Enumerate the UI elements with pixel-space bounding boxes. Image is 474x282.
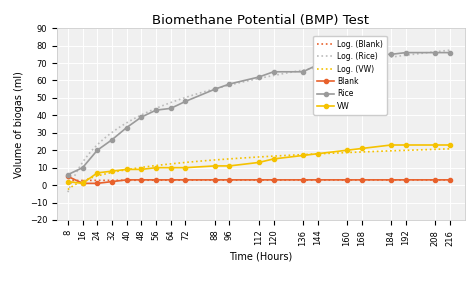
Blank bbox=[80, 182, 85, 185]
Blank bbox=[271, 178, 276, 182]
Blank bbox=[359, 178, 365, 182]
Rice bbox=[315, 63, 320, 67]
VW bbox=[65, 180, 71, 183]
VW bbox=[403, 143, 409, 147]
Log. (VW) bbox=[411, 148, 417, 152]
VW bbox=[256, 161, 262, 164]
Rice bbox=[256, 75, 262, 79]
Rice bbox=[447, 51, 453, 54]
VW bbox=[432, 143, 438, 147]
Log. (VW) bbox=[291, 153, 297, 157]
VW bbox=[388, 143, 394, 147]
Rice bbox=[271, 70, 276, 74]
Log. (VW) bbox=[65, 188, 71, 191]
Blank bbox=[388, 178, 394, 182]
VW bbox=[109, 169, 115, 173]
Blank bbox=[344, 178, 350, 182]
Log. (Rice) bbox=[387, 56, 392, 59]
Log. (Blank) bbox=[299, 178, 304, 182]
Blank bbox=[124, 178, 129, 182]
Rice bbox=[124, 126, 129, 129]
Log. (Rice) bbox=[299, 69, 304, 72]
Line: Log. (Rice): Log. (Rice) bbox=[68, 50, 450, 192]
VW bbox=[271, 157, 276, 161]
VW bbox=[153, 166, 159, 169]
Line: Blank: Blank bbox=[66, 174, 452, 186]
VW bbox=[138, 168, 144, 171]
Title: Biomethane Potential (BMP) Test: Biomethane Potential (BMP) Test bbox=[152, 14, 369, 27]
Rice bbox=[182, 100, 188, 103]
Blank bbox=[315, 178, 320, 182]
Blank bbox=[300, 178, 306, 182]
Log. (Rice) bbox=[291, 70, 297, 73]
Rice bbox=[359, 53, 365, 56]
Blank bbox=[65, 175, 71, 178]
Log. (Blank) bbox=[447, 178, 453, 182]
Blank bbox=[256, 178, 262, 182]
Log. (Rice) bbox=[66, 187, 72, 190]
Rice bbox=[80, 166, 85, 169]
VW bbox=[359, 147, 365, 150]
Rice bbox=[432, 51, 438, 54]
Log. (VW) bbox=[66, 187, 72, 190]
Blank bbox=[227, 178, 232, 182]
Legend: Log. (Blank), Log. (Rice), Log. (VW), Blank, Rice, VW: Log. (Blank), Log. (Rice), Log. (VW), Bl… bbox=[313, 36, 387, 115]
Blank bbox=[182, 178, 188, 182]
Blank bbox=[447, 178, 453, 182]
Blank bbox=[109, 180, 115, 183]
Log. (Blank) bbox=[292, 178, 298, 182]
Rice bbox=[94, 149, 100, 152]
Log. (VW) bbox=[387, 149, 392, 153]
Blank bbox=[153, 178, 159, 182]
Blank bbox=[138, 178, 144, 182]
X-axis label: Time (Hours): Time (Hours) bbox=[229, 251, 292, 261]
VW bbox=[94, 171, 100, 175]
Rice bbox=[153, 109, 159, 112]
VW bbox=[447, 143, 453, 147]
Line: Rice: Rice bbox=[66, 50, 452, 177]
Log. (VW) bbox=[447, 147, 453, 151]
VW bbox=[182, 166, 188, 169]
Log. (Rice) bbox=[292, 70, 298, 73]
Rice bbox=[65, 173, 71, 176]
Log. (Blank) bbox=[65, 179, 71, 182]
Log. (VW) bbox=[292, 153, 298, 157]
Log. (Rice) bbox=[411, 52, 417, 56]
Log. (Blank) bbox=[387, 178, 392, 182]
Rice bbox=[344, 58, 350, 61]
Line: VW: VW bbox=[66, 143, 452, 186]
Rice bbox=[300, 70, 306, 74]
Blank bbox=[403, 178, 409, 182]
Blank bbox=[212, 178, 218, 182]
Log. (Blank) bbox=[66, 179, 72, 182]
Rice bbox=[212, 87, 218, 91]
Rice bbox=[168, 107, 173, 110]
VW bbox=[300, 154, 306, 157]
VW bbox=[212, 164, 218, 168]
Rice bbox=[388, 53, 394, 56]
Log. (Rice) bbox=[65, 190, 71, 194]
Rice bbox=[138, 115, 144, 119]
Y-axis label: Volume of biogas (ml): Volume of biogas (ml) bbox=[14, 71, 24, 177]
VW bbox=[315, 152, 320, 155]
Line: Log. (VW): Log. (VW) bbox=[68, 149, 450, 190]
Rice bbox=[403, 51, 409, 54]
VW bbox=[227, 164, 232, 168]
Rice bbox=[227, 82, 232, 86]
VW bbox=[124, 168, 129, 171]
Blank bbox=[168, 178, 173, 182]
Blank bbox=[94, 182, 100, 185]
Log. (VW) bbox=[299, 153, 304, 156]
Log. (Blank) bbox=[411, 178, 417, 182]
Blank bbox=[432, 178, 438, 182]
VW bbox=[344, 149, 350, 152]
VW bbox=[168, 166, 173, 169]
Log. (Blank) bbox=[291, 178, 297, 182]
Rice bbox=[109, 138, 115, 142]
Log. (Rice) bbox=[447, 49, 453, 52]
VW bbox=[80, 182, 85, 185]
